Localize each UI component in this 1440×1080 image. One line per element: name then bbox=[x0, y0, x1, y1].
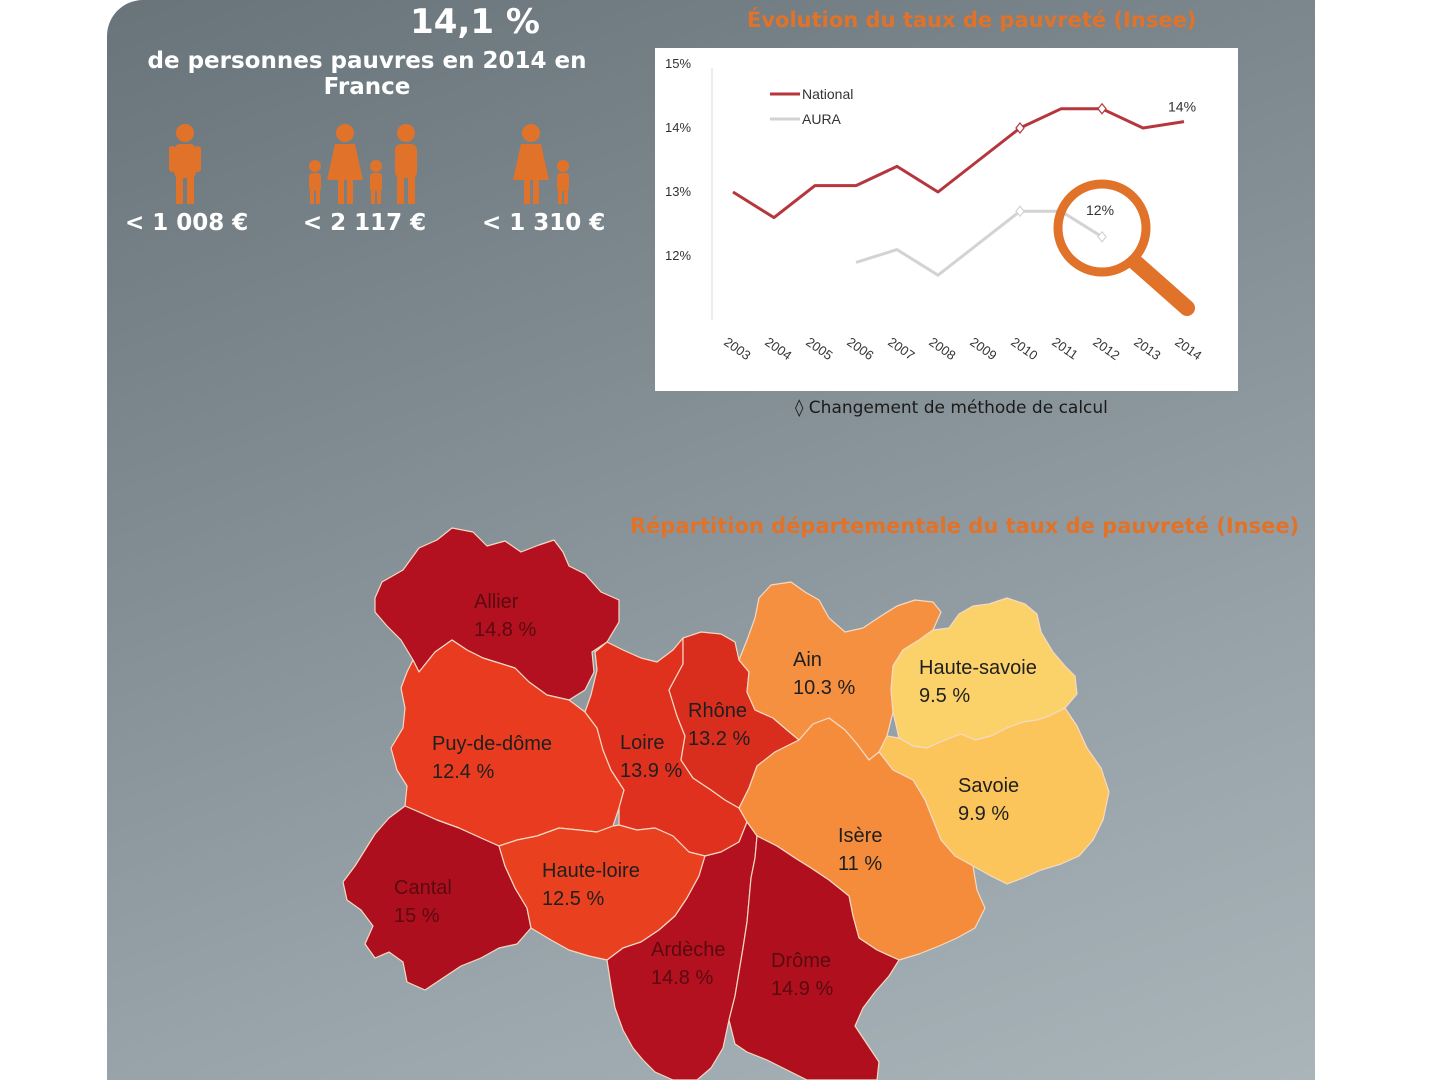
label-ardeche-name: Ardèche bbox=[651, 939, 726, 961]
label-isere-name: Isère bbox=[838, 825, 882, 847]
label-rhone-rate: 13.2 % bbox=[688, 728, 750, 750]
threshold-family: < 2 117 € bbox=[297, 122, 432, 236]
label-haute-savoie-rate: 9.5 % bbox=[919, 685, 970, 707]
y-tick-label: 15% bbox=[665, 56, 691, 71]
label-ardeche-rate: 14.8 % bbox=[651, 967, 713, 989]
label-drome-name: Drôme bbox=[771, 950, 831, 972]
single-parent-icon bbox=[482, 122, 602, 208]
y-tick-label: 12% bbox=[665, 248, 691, 263]
label-allier-rate: 14.8 % bbox=[474, 619, 536, 641]
method-change-marker bbox=[1097, 230, 1107, 243]
label-savoie-name: Savoie bbox=[958, 775, 1019, 797]
department-map: Allier 14.8 % Puy-de-dôme 12.4 % Loire 1… bbox=[107, 0, 1315, 1080]
label-drome-rate: 14.9 % bbox=[771, 978, 833, 1000]
department-drome[interactable] bbox=[728, 835, 900, 1080]
label-puy-de-dome-name: Puy-de-dôme bbox=[432, 733, 552, 755]
label-puy-de-dome-rate: 12.4 % bbox=[432, 761, 494, 783]
label-isere-rate: 11 % bbox=[838, 853, 882, 875]
data-label: 12% bbox=[1086, 202, 1114, 218]
label-haute-loire-rate: 12.5 % bbox=[542, 888, 604, 910]
legend-label: AURA bbox=[802, 111, 842, 127]
chart-canvas: 12%13%14%15%2003 2004 2005 2006 2007 2008 2009… bbox=[665, 56, 1205, 363]
y-tick-label: 14% bbox=[665, 120, 691, 135]
label-loire-rate: 13.9 % bbox=[620, 760, 682, 782]
department-cantal[interactable] bbox=[342, 805, 532, 991]
family-icon bbox=[297, 122, 432, 208]
series-line-national bbox=[732, 107, 1185, 220]
legend-label: National bbox=[802, 86, 853, 102]
label-ain-rate: 10.3 % bbox=[793, 677, 855, 699]
label-haute-loire-name: Haute-loire bbox=[542, 860, 640, 882]
label-ain-name: Ain bbox=[793, 649, 822, 671]
method-change-marker bbox=[1097, 102, 1107, 115]
method-change-marker bbox=[1015, 205, 1025, 218]
y-tick-label: 13% bbox=[665, 184, 691, 199]
threshold-single-parent-amount: < 1 310 € bbox=[482, 210, 606, 236]
label-loire-name: Loire bbox=[620, 732, 664, 754]
label-cantal-rate: 15 % bbox=[394, 905, 440, 927]
poverty-line-chart: 12% 13% 14% 15% 2003 2004 2005 2006 2007 2008 2009… bbox=[655, 48, 1238, 391]
label-haute-savoie-name: Haute-savoie bbox=[919, 657, 1037, 679]
method-change-marker bbox=[1015, 122, 1025, 134]
magnifier-icon-handle bbox=[1127, 254, 1195, 316]
data-label: 14% bbox=[1168, 99, 1196, 115]
headline-rate: 14,1 % bbox=[410, 2, 540, 42]
infographic-panel: 14,1 % de personnes pauvres en 2014 en F… bbox=[107, 0, 1315, 1080]
label-allier-name: Allier bbox=[474, 591, 519, 613]
label-rhone-name: Rhône bbox=[688, 700, 747, 722]
label-cantal-name: Cantal bbox=[394, 877, 452, 899]
threshold-single-amount: < 1 008 € bbox=[125, 210, 249, 236]
headline-subtitle: de personnes pauvres en 2014 en France bbox=[147, 48, 587, 100]
label-savoie-rate: 9.9 % bbox=[958, 803, 1009, 825]
threshold-single: < 1 008 € bbox=[125, 122, 249, 236]
map-title: Répartition départementale du taux de pa… bbox=[630, 514, 1300, 538]
chart-title: Évolution du taux de pauvreté (Insee) bbox=[747, 8, 1197, 32]
threshold-family-amount: < 2 117 € bbox=[302, 210, 427, 236]
single-person-icon bbox=[125, 122, 245, 208]
department-savoie[interactable] bbox=[878, 707, 1110, 885]
magnifier-icon-lens bbox=[1053, 179, 1151, 277]
threshold-single-parent: < 1 310 € bbox=[482, 122, 606, 236]
method-change-note: ◊ Changement de méthode de calcul bbox=[795, 398, 1108, 418]
